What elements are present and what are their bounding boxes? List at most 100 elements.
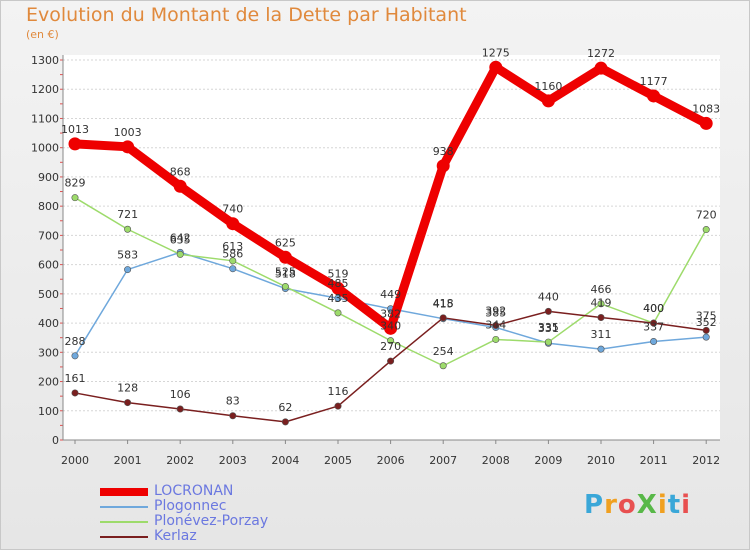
data-label: 340 [380, 320, 401, 333]
data-label: 1272 [587, 47, 615, 60]
x-tick-label: 2002 [166, 454, 194, 467]
data-point [492, 335, 500, 343]
data-label: 642 [170, 231, 191, 244]
data-label: 721 [117, 208, 138, 221]
y-tick-label: 200 [38, 376, 59, 389]
data-point [597, 300, 605, 308]
data-label: 583 [117, 249, 138, 262]
data-label: 938 [433, 145, 454, 158]
data-label: 311 [591, 328, 612, 341]
logo-letter: i [657, 490, 668, 520]
data-point [650, 319, 658, 327]
data-label: 613 [222, 240, 243, 253]
data-point [492, 321, 500, 329]
logo-letter: t [667, 490, 682, 520]
data-point [334, 309, 342, 317]
data-label: 586 [222, 248, 243, 261]
logo-letter: o [617, 490, 637, 520]
data-label: 525 [275, 266, 296, 279]
y-tick-label: 300 [38, 346, 59, 359]
data-point [173, 179, 187, 193]
x-tick-label: 2005 [324, 454, 352, 467]
data-point [387, 337, 395, 345]
data-point [229, 412, 237, 420]
data-label: 385 [485, 306, 506, 319]
logo-letter: r [604, 490, 618, 520]
data-point [439, 362, 447, 370]
data-label: 352 [696, 316, 717, 329]
data-point [439, 314, 447, 322]
data-point [387, 357, 395, 365]
y-tick-label: 1000 [31, 142, 59, 155]
data-label: 270 [380, 340, 401, 353]
data-label: 335 [538, 321, 559, 334]
data-label: 485 [328, 277, 349, 290]
data-point [544, 307, 552, 315]
data-label: 392 [485, 304, 506, 317]
x-tick-label: 2003 [219, 454, 247, 467]
x-tick-label: 2004 [271, 454, 299, 467]
legend-label: LOCRONAN [154, 483, 234, 499]
legend-swatch [100, 506, 148, 508]
data-point [436, 159, 450, 173]
data-label: 720 [696, 209, 717, 222]
data-point [229, 265, 237, 273]
chart-title: Evolution du Montant de la Dette par Hab… [26, 4, 467, 26]
legend-label: Plonévez-Porzay [154, 513, 269, 529]
y-tick-label: 1100 [31, 112, 59, 125]
legend-swatch [100, 536, 148, 538]
data-label: 375 [696, 309, 717, 322]
data-point [597, 314, 605, 322]
legend-label: Kerlaz [154, 528, 197, 544]
y-tick-label: 500 [38, 288, 59, 301]
data-point [597, 345, 605, 353]
x-tick-label: 2007 [429, 454, 457, 467]
data-point [702, 226, 710, 234]
data-point [124, 266, 132, 274]
data-point [68, 137, 82, 151]
data-label: 1083 [692, 102, 720, 115]
logo-letter: P [584, 490, 605, 520]
x-tick-label: 2010 [587, 454, 615, 467]
data-label: 466 [591, 283, 612, 296]
data-point [176, 405, 184, 413]
y-tick-label: 900 [38, 171, 59, 184]
legend-swatch [100, 488, 148, 496]
y-tick-label: 100 [38, 405, 59, 418]
chart-unit: (en €) [26, 28, 59, 41]
data-label: 337 [643, 320, 664, 333]
data-point [384, 321, 398, 335]
plot-area [63, 55, 720, 440]
y-tick-label: 800 [38, 200, 59, 213]
data-point [278, 250, 292, 264]
data-label: 382 [380, 307, 401, 320]
data-label: 519 [328, 267, 349, 280]
data-point [71, 389, 79, 397]
data-point [334, 402, 342, 410]
data-label: 106 [170, 388, 191, 401]
x-tick-label: 2006 [377, 454, 405, 467]
data-point [281, 418, 289, 426]
y-tick-label: 0 [52, 434, 59, 447]
data-label: 83 [226, 395, 240, 408]
data-point [121, 140, 135, 154]
legend-label: Plogonnec [154, 498, 227, 514]
data-label: 400 [643, 302, 664, 315]
data-label: 868 [170, 165, 191, 178]
y-tick-label: 700 [38, 229, 59, 242]
data-label: 400 [643, 302, 664, 315]
data-point [650, 337, 658, 345]
data-label: 418 [433, 297, 454, 310]
data-point [334, 294, 342, 302]
data-label: 419 [591, 297, 612, 310]
data-point [541, 94, 555, 108]
y-tick-label: 1200 [31, 83, 59, 96]
data-label: 740 [222, 203, 243, 216]
data-point [489, 60, 503, 74]
data-label: 62 [278, 401, 292, 414]
logo-letter: i [681, 490, 692, 520]
proxiti-logo: ProXiti [584, 490, 691, 520]
data-point [229, 257, 237, 265]
data-label: 440 [538, 290, 559, 303]
